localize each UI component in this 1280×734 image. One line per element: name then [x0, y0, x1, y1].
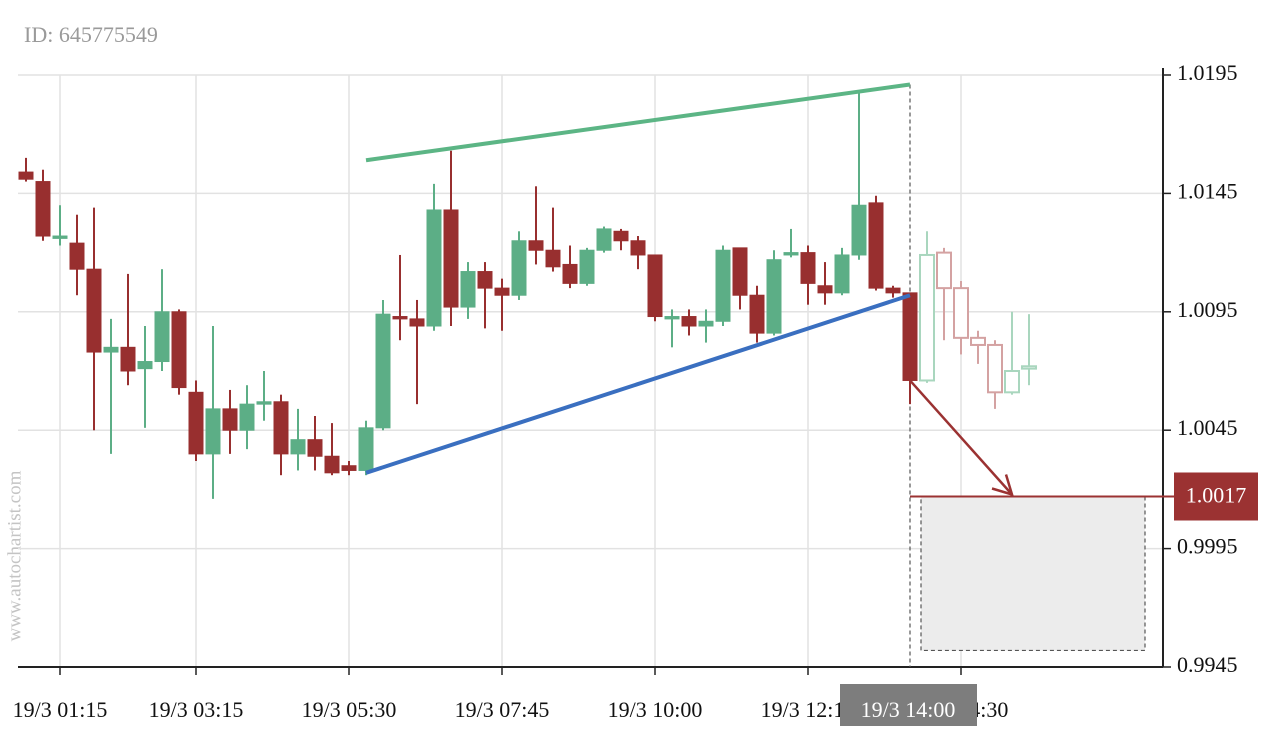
- candle-body: [392, 316, 408, 320]
- candle-body: [647, 254, 663, 318]
- x-tick-label: 19/3 12:15: [761, 697, 856, 722]
- candle-body: [222, 408, 238, 431]
- candle-body: [613, 230, 629, 242]
- candle-body: [902, 292, 918, 381]
- candle-body: [868, 202, 884, 289]
- candle-body: [596, 228, 612, 251]
- candle-body: [698, 320, 714, 327]
- candle-body: [154, 311, 170, 363]
- candle-body: [120, 346, 136, 372]
- candle-body: [137, 361, 153, 370]
- candle-body: [545, 249, 561, 268]
- candle-body: [18, 171, 34, 180]
- y-tick-label: 1.0145: [1177, 178, 1238, 203]
- candle-body: [443, 209, 459, 308]
- candle-body: [188, 391, 204, 455]
- candle-body: [766, 259, 782, 334]
- candle-body: [460, 271, 476, 308]
- candle-body: [86, 268, 102, 353]
- candle-body: [256, 401, 272, 405]
- candle-body: [800, 252, 816, 284]
- candle-body: [851, 204, 867, 256]
- candle-body: [239, 403, 255, 431]
- forecast-arrow: [909, 379, 1013, 496]
- candle-body: [579, 249, 595, 284]
- candle-body: [885, 287, 901, 294]
- target-label: 1.0017: [1186, 483, 1247, 508]
- candle-body: [630, 240, 646, 256]
- candle-body: [749, 294, 765, 334]
- candle-body: [987, 343, 1003, 394]
- candle-body: [528, 240, 544, 251]
- candle-body: [715, 249, 731, 322]
- candle-body: [562, 263, 578, 284]
- target-label-box: [1174, 472, 1258, 521]
- candle-body: [35, 181, 51, 237]
- candle-body: [375, 313, 391, 429]
- x-tick-label: 19/3 10:00: [608, 697, 703, 722]
- candle-body: [358, 427, 374, 471]
- candle-body: [103, 346, 119, 353]
- candle-body: [171, 311, 187, 389]
- candle-body: [953, 287, 969, 339]
- chart-id: ID: 645775549: [24, 22, 158, 47]
- candle-body: [970, 336, 986, 346]
- y-tick-label: 0.9995: [1177, 534, 1238, 559]
- candle-body: [783, 252, 799, 256]
- forecast-arrowhead: [991, 474, 1014, 497]
- y-tick-label: 1.0195: [1177, 60, 1238, 85]
- candle-body: [936, 251, 952, 290]
- candle-body: [1021, 365, 1037, 370]
- candle-body: [307, 439, 323, 457]
- target-zone: [920, 495, 1146, 652]
- candle-body: [426, 209, 442, 327]
- candle-body: [681, 316, 697, 327]
- candle-body: [834, 254, 850, 294]
- support-line: [365, 293, 911, 475]
- cursor-label: 19/3 14:00: [861, 697, 956, 722]
- candle-body: [732, 247, 748, 296]
- candle-body: [69, 242, 85, 270]
- candle-body: [511, 240, 527, 296]
- candle-body: [919, 253, 935, 382]
- candle-body: [290, 439, 306, 455]
- y-tick-label: 1.0045: [1177, 415, 1238, 440]
- candle-body: [341, 465, 357, 471]
- candle-body: [205, 408, 221, 455]
- candle-body: [494, 287, 510, 296]
- candle-body: [664, 316, 680, 320]
- x-tick-label: 19/3 01:15: [13, 697, 108, 722]
- candle-body: [273, 401, 289, 455]
- resistance-line: [365, 82, 911, 163]
- candle-body: [409, 318, 425, 327]
- x-tick-label: 19/3 03:15: [149, 697, 244, 722]
- candle-body: [1004, 370, 1020, 394]
- x-tick-label: 19/3 07:45: [455, 697, 550, 722]
- cursor-label-box: [840, 684, 977, 726]
- candle-body: [52, 235, 68, 239]
- candle-body: [477, 271, 493, 289]
- x-tick-label: 19/3 05:30: [302, 697, 397, 722]
- y-tick-label: 0.9945: [1177, 652, 1238, 677]
- y-tick-label: 1.0095: [1177, 297, 1238, 322]
- candle-body: [324, 455, 340, 474]
- candle-body: [817, 285, 833, 294]
- watermark: www.autochartist.com: [4, 470, 25, 641]
